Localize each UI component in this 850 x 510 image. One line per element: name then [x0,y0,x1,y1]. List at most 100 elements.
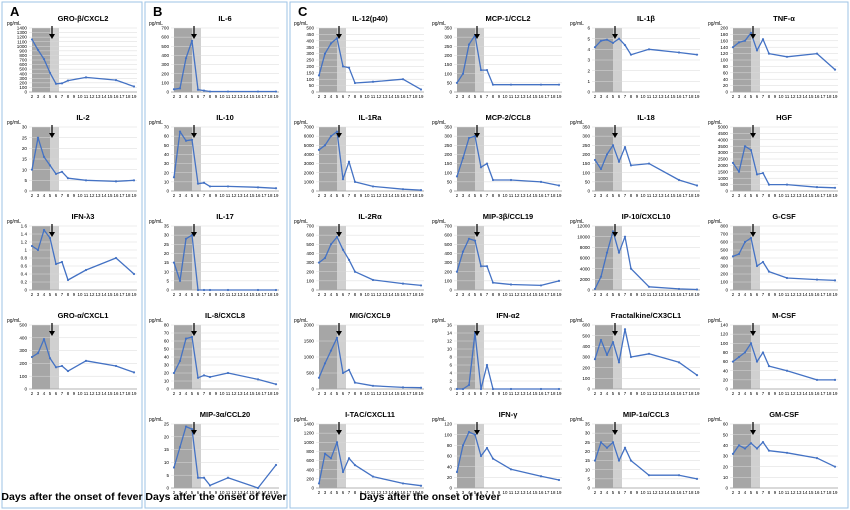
x-tick-label: 16 [401,292,406,297]
x-tick-label: 14 [665,292,670,297]
y-tick-label: 20 [447,475,453,480]
y-tick-label: 500 [19,323,27,328]
data-point [66,369,70,373]
x-tick-label: 4 [468,490,471,495]
y-tick-label: 100 [19,374,27,379]
y-tick-label: 1000 [304,355,315,360]
x-tick-label: 7 [348,490,351,495]
x-tick-label: 15 [533,193,538,198]
x-tick-label: 7 [61,193,64,198]
x-tick-label: 19 [833,391,838,396]
x-tick-label: 18 [126,94,131,99]
x-tick-label: 12 [791,292,796,297]
x-tick-label: 17 [821,94,826,99]
x-tick-label: 13 [659,391,664,396]
x-tick-label: 11 [226,193,231,198]
x-tick-label: 18 [551,193,556,198]
x-tick-label: 11 [509,292,514,297]
x-tick-label: 5 [612,490,615,495]
data-point [172,176,176,179]
y-tick-label: 30 [585,431,591,436]
data-point [491,83,495,86]
x-tick-label: 2 [732,391,735,396]
x-tick-label: 17 [120,391,125,396]
shaded-region-dark [174,28,192,92]
x-tick-label: 15 [250,391,255,396]
y-tick-label: 600 [306,458,314,463]
x-tick-label: 12 [90,193,95,198]
x-tick-label: 18 [689,94,694,99]
x-tick-label: 11 [371,193,376,198]
x-tick-label: 4 [468,94,471,99]
x-tick-label: 9 [774,94,777,99]
x-tick-label: 10 [641,490,646,495]
data-point [323,362,327,365]
arrow-head [49,232,55,237]
x-tick-label: 14 [803,292,808,297]
y-tick-label: 1400 [17,26,28,31]
y-tick-label: 40 [723,443,729,448]
y-tick-label: 10 [447,347,453,352]
x-tick-label: 6 [197,94,200,99]
arrow-head [750,34,756,39]
y-tick-label: 0 [311,189,314,194]
y-tick-label: 30 [22,125,28,130]
data-point [611,41,615,45]
x-tick-label: 12 [791,490,796,495]
x-tick-label: 19 [695,292,700,297]
x-tick-label: 8 [492,292,495,297]
x-tick-label: 5 [612,391,615,396]
x-tick-label: 3 [179,292,182,297]
y-tick-label: 180 [720,32,728,37]
chart-title: MIP-1α/CCL3 [623,410,669,419]
data-point [226,476,230,479]
data-point [833,68,837,71]
data-point [593,358,597,361]
x-tick-label: 13 [797,94,802,99]
chart-title: HGF [776,113,792,122]
x-tick-label: 17 [262,391,267,396]
data-point [401,282,405,285]
data-point [749,442,753,445]
y-tick-label: 40 [723,368,729,373]
y-tick-label: 20 [723,464,729,469]
data-point [539,83,543,86]
shaded-region-dark [319,226,337,290]
shaded-region-light [192,28,201,92]
data-point [84,359,88,362]
arrow-head [49,133,55,138]
y-tick-label: 100 [444,278,452,283]
unit-label: pg/mL [294,219,308,225]
y-tick-label: 150 [582,161,590,166]
y-tick-label: 500 [582,333,590,338]
x-tick-label: 12 [515,193,520,198]
chart-ip-10-cxcl10: IP-10/CXCL10 pg/mL 0 2000 4000 6000 8000 10000 1… [570,212,700,297]
data-point [737,355,741,359]
x-tick-label: 14 [389,490,394,495]
chart-mig-cxcl9: MIG/CXCL9 pg/mL 0 500 1000 1500 2000 2 3 4 5 6 7 8 9 10… [294,311,424,396]
x-tick-label: 3 [37,391,40,396]
series-line [31,338,135,374]
data-point [755,264,759,268]
x-tick-label: 7 [762,490,765,495]
series-line [594,230,698,291]
data-point [190,39,194,42]
x-tick-label: 17 [683,490,688,495]
data-point [196,476,200,479]
x-tick-label: 2 [31,94,34,99]
x-tick-label: 3 [179,490,182,495]
chart-title: G-CSF [772,212,796,221]
data-point [196,88,200,91]
x-tick-label: 7 [624,193,627,198]
x-tick-label: 19 [557,193,562,198]
x-tick-label: 15 [809,391,814,396]
data-point [629,355,633,359]
series-line [594,328,698,376]
data-point [274,90,278,93]
x-tick-label: 18 [827,391,832,396]
shaded-region-light [337,424,346,488]
x-tick-label: 16 [677,490,682,495]
y-tick-label: 0 [166,288,169,293]
data-point [593,287,597,291]
